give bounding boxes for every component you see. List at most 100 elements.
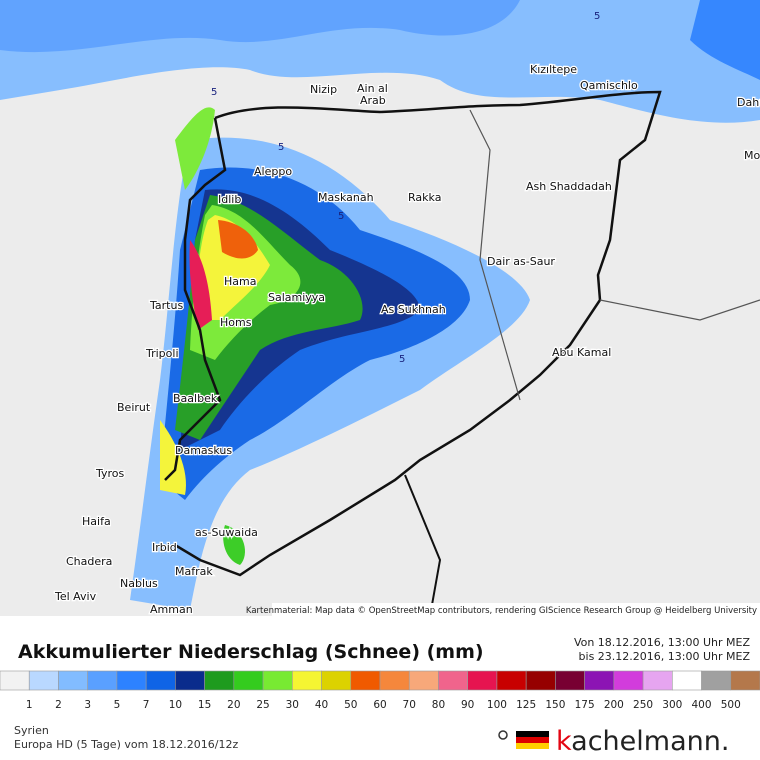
attribution: Kartenmaterial: Map data © OpenStreetMap… bbox=[246, 606, 757, 616]
legend-label: 500 bbox=[721, 699, 741, 711]
legend-label: 10 bbox=[169, 699, 182, 711]
legend-label: 175 bbox=[575, 699, 595, 711]
city-label: Rakka bbox=[408, 191, 441, 204]
city-label: Arab bbox=[360, 94, 386, 107]
legend-swatch bbox=[262, 670, 293, 691]
legend-swatch bbox=[233, 670, 264, 691]
legend-panel: Akkumulierter Niederschlag (Schnee) (mm)… bbox=[0, 636, 760, 757]
legend-label: 90 bbox=[461, 699, 474, 711]
city-label: Homs bbox=[220, 316, 252, 329]
legend-swatch bbox=[379, 670, 410, 691]
legend-label: 250 bbox=[633, 699, 653, 711]
city-label: Kızıltepe bbox=[530, 63, 577, 76]
brand-k: k bbox=[556, 726, 572, 757]
city-label: Tripoli bbox=[145, 347, 179, 360]
city-label: Aleppo bbox=[254, 165, 292, 178]
legend-swatch bbox=[730, 670, 760, 691]
legend-swatch bbox=[58, 670, 88, 691]
legend-swatch bbox=[321, 670, 352, 691]
city-label: Ain al bbox=[357, 82, 388, 95]
legend-swatch bbox=[525, 670, 556, 691]
map: Nizip Ain al Arab Kızıltepe Qamischlo Da… bbox=[0, 0, 760, 616]
city-label: Mafrak bbox=[175, 565, 213, 578]
legend-swatch bbox=[672, 670, 702, 691]
city-label: Beirut bbox=[117, 401, 151, 414]
legend-label: 60 bbox=[373, 699, 386, 711]
region: Syrien bbox=[14, 724, 49, 737]
legend-swatch bbox=[496, 670, 527, 691]
legend-label: 70 bbox=[403, 699, 416, 711]
legend-label: 5 bbox=[114, 699, 121, 711]
legend-swatch bbox=[613, 670, 644, 691]
city-label: Abu Kamal bbox=[552, 346, 611, 359]
legend-label: 200 bbox=[604, 699, 624, 711]
city-label: Dair as-Saur bbox=[487, 255, 555, 268]
legend-label: 125 bbox=[516, 699, 536, 711]
period-end: bis 23.12.2016, 13:00 Uhr MEZ bbox=[579, 650, 751, 663]
legend-label: 7 bbox=[143, 699, 150, 711]
city-label: Damaskus bbox=[175, 444, 232, 457]
city-label: Tyros bbox=[95, 467, 125, 480]
brand: kachelmann. bbox=[556, 726, 729, 757]
legend-label: 15 bbox=[198, 699, 211, 711]
legend-label: 3 bbox=[84, 699, 91, 711]
brand-rest: achelmann. bbox=[571, 726, 729, 757]
contour-label: 5 bbox=[278, 142, 284, 153]
contour-labels: 5 5 5 5 5 bbox=[211, 11, 600, 365]
legend-label: 80 bbox=[432, 699, 445, 711]
city-label: As Sukhnah bbox=[381, 303, 446, 316]
legend-label: 50 bbox=[344, 699, 357, 711]
contour-label: 5 bbox=[211, 87, 217, 98]
legend-label: 30 bbox=[286, 699, 299, 711]
city-label: Dahu bbox=[737, 96, 760, 109]
city-label: as-Suwaida bbox=[195, 526, 258, 539]
contour-label: 5 bbox=[338, 211, 344, 222]
contour-label: 5 bbox=[594, 11, 600, 22]
legend-label: 100 bbox=[487, 699, 507, 711]
legend-swatch bbox=[467, 670, 498, 691]
legend-swatch bbox=[438, 670, 468, 691]
legend-swatch bbox=[701, 670, 732, 691]
legend-label: 20 bbox=[227, 699, 240, 711]
title: Akkumulierter Niederschlag (Schnee) (mm) bbox=[18, 641, 484, 663]
logo-flag bbox=[498, 730, 549, 749]
legend-label: 2 bbox=[55, 699, 62, 711]
legend-swatch bbox=[0, 670, 30, 691]
color-scale: 1 2 3 5 7 10 15 20 25 30 40 50 60 70 80 90 100 125 150 175 2… bbox=[0, 670, 760, 711]
legend-label: 25 bbox=[256, 699, 269, 711]
attribution-box bbox=[272, 603, 760, 616]
legend-label: 400 bbox=[692, 699, 712, 711]
city-label: Idlib bbox=[218, 193, 241, 206]
period-start: Von 18.12.2016, 13:00 Uhr MEZ bbox=[574, 636, 751, 649]
legend-swatch bbox=[555, 670, 585, 691]
legend-swatch bbox=[584, 670, 615, 691]
legend-swatch bbox=[204, 670, 235, 691]
legend-label: 40 bbox=[315, 699, 328, 711]
city-label: Nablus bbox=[120, 577, 158, 590]
city-label: Nizip bbox=[310, 83, 337, 96]
city-label: Chadera bbox=[66, 555, 112, 568]
city-label: Maskanah bbox=[318, 191, 374, 204]
precipitation bbox=[0, 0, 760, 610]
city-label: Amman bbox=[150, 603, 193, 616]
legend-swatch bbox=[642, 670, 673, 691]
city-label: Haifa bbox=[82, 515, 111, 528]
legend-swatch bbox=[28, 670, 59, 691]
city-label: Irbid bbox=[152, 541, 177, 554]
legend-swatch bbox=[116, 670, 147, 691]
city-label: Ash Shaddadah bbox=[526, 180, 612, 193]
legend-swatch bbox=[292, 670, 322, 691]
legend-swatch bbox=[350, 670, 381, 691]
city-label: Baalbek bbox=[173, 392, 218, 405]
contour-label: 5 bbox=[399, 354, 405, 365]
city-label: Tel Aviv bbox=[54, 590, 97, 603]
legend-label: 1 bbox=[26, 699, 33, 711]
legend-swatch bbox=[175, 670, 205, 691]
legend-swatch bbox=[87, 670, 118, 691]
city-label: Tartus bbox=[149, 299, 183, 312]
legend-swatch bbox=[408, 670, 439, 691]
model-run: Europa HD (5 Tage) vom 18.12.2016/12z bbox=[14, 738, 238, 751]
city-labels: Nizip Ain al Arab Kızıltepe Qamischlo Da… bbox=[53, 62, 760, 616]
city-label: Qamischlo bbox=[580, 79, 638, 92]
